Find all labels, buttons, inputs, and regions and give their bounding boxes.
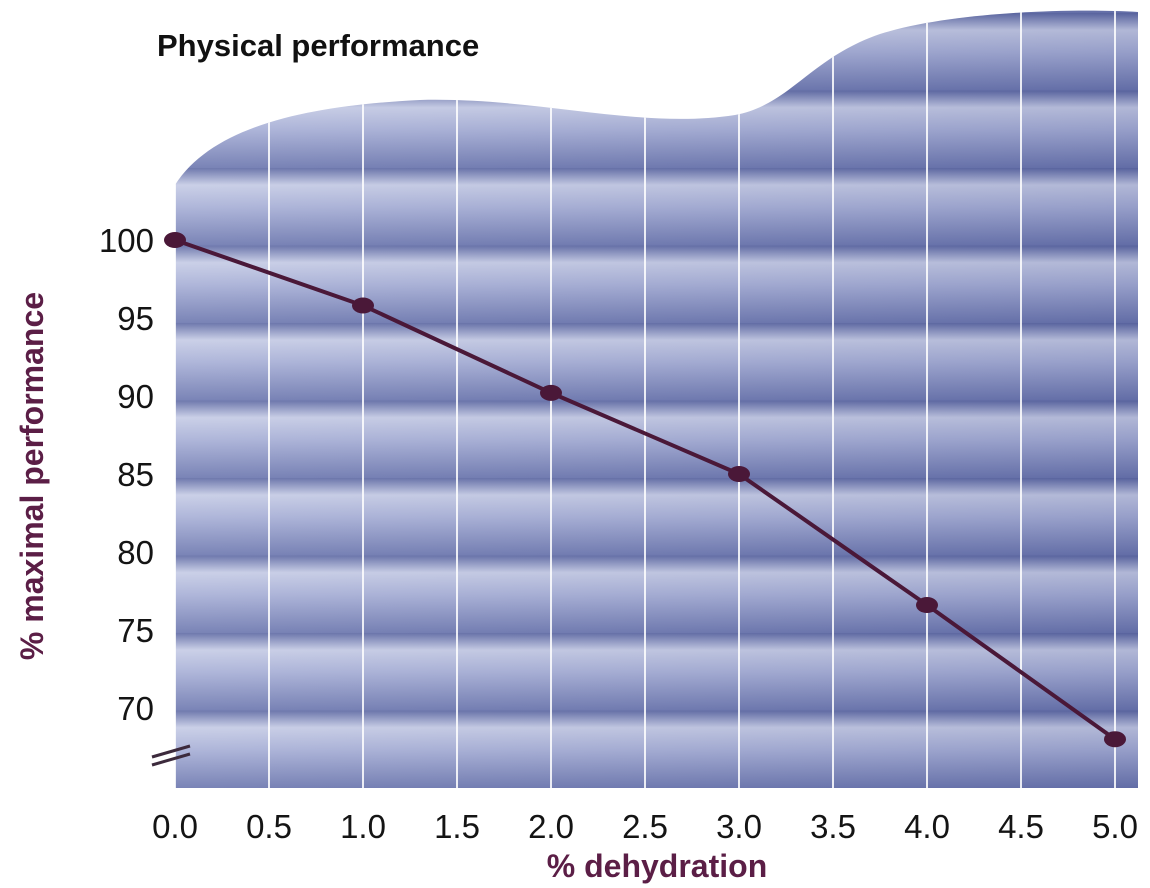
- y-tick-label-1: 95: [117, 300, 154, 337]
- y-tick-label-4: 80: [117, 534, 154, 571]
- x-tick-label-1: 0.5: [246, 808, 292, 845]
- x-tick-label-3: 1.5: [434, 808, 480, 845]
- data-point-0: [164, 232, 186, 248]
- x-tick-labels: 0.0 0.5 1.0 1.5 2.0 2.5 3.0 3.5 4.0 4.5 5.0: [152, 808, 1138, 845]
- x-tick-label-10: 5.0: [1092, 808, 1138, 845]
- x-tick-label-6: 3.0: [716, 808, 762, 845]
- data-point-3: [728, 466, 750, 482]
- y-tick-label-3: 85: [117, 456, 154, 493]
- y-tick-label-2: 90: [117, 378, 154, 415]
- x-tick-label-5: 2.5: [622, 808, 668, 845]
- y-axis-label: % maximal performance: [14, 292, 50, 660]
- x-tick-label-8: 4.0: [904, 808, 950, 845]
- series-line: [174, 238, 1117, 741]
- plot-panel-shade: [175, 10, 1138, 789]
- axis-break-icon: [151, 744, 191, 767]
- data-point-2: [540, 384, 562, 401]
- data-point-4: [916, 597, 938, 614]
- series-points: [164, 232, 1126, 748]
- x-tick-label-9: 4.5: [998, 808, 1044, 845]
- data-point-5: [1104, 731, 1126, 748]
- x-tick-label-2: 1.0: [340, 808, 386, 845]
- y-tick-labels: 100 95 90 85 80 75 70: [99, 222, 154, 727]
- chart-title: Physical performance: [157, 28, 479, 63]
- y-tick-label-5: 75: [117, 612, 154, 649]
- x-axis-label: % dehydration: [547, 848, 767, 884]
- x-tick-label-4: 2.0: [528, 808, 574, 845]
- data-point-1: [352, 297, 374, 314]
- x-tick-label-7: 3.5: [810, 808, 856, 845]
- y-tick-label-0: 100: [99, 222, 154, 259]
- y-tick-label-6: 70: [117, 690, 154, 727]
- x-tick-label-0: 0.0: [152, 808, 198, 845]
